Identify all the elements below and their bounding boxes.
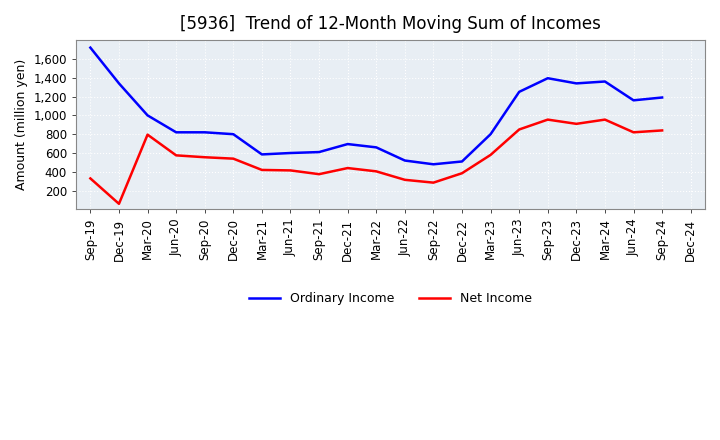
Line: Net Income: Net Income [91, 120, 662, 204]
Ordinary Income [486, 132, 495, 137]
Line: Ordinary Income: Ordinary Income [91, 48, 662, 164]
Net Income [114, 201, 123, 206]
Ordinary Income [600, 79, 609, 84]
Ordinary Income [286, 150, 294, 156]
Ordinary Income [658, 95, 667, 100]
Net Income [372, 169, 381, 174]
Net Income [458, 171, 467, 176]
Ordinary Income [343, 141, 352, 147]
Net Income [400, 177, 409, 183]
Title: [5936]  Trend of 12-Month Moving Sum of Incomes: [5936] Trend of 12-Month Moving Sum of I… [180, 15, 601, 33]
Net Income [200, 154, 209, 160]
Net Income [229, 156, 238, 161]
Net Income [515, 127, 523, 132]
Net Income [600, 117, 609, 122]
Legend: Ordinary Income, Net Income: Ordinary Income, Net Income [243, 287, 537, 310]
Y-axis label: Amount (million yen): Amount (million yen) [15, 59, 28, 191]
Ordinary Income [315, 150, 323, 155]
Net Income [258, 167, 266, 172]
Net Income [658, 128, 667, 133]
Net Income [544, 117, 552, 122]
Ordinary Income [86, 45, 95, 50]
Net Income [343, 165, 352, 171]
Net Income [629, 130, 638, 135]
Net Income [143, 132, 152, 137]
Ordinary Income [429, 161, 438, 167]
Net Income [286, 168, 294, 173]
Ordinary Income [372, 145, 381, 150]
Ordinary Income [458, 159, 467, 164]
Ordinary Income [572, 81, 580, 86]
Ordinary Income [629, 98, 638, 103]
Net Income [86, 176, 95, 181]
Net Income [486, 152, 495, 158]
Ordinary Income [200, 130, 209, 135]
Ordinary Income [400, 158, 409, 163]
Ordinary Income [258, 152, 266, 157]
Net Income [172, 153, 181, 158]
Ordinary Income [515, 89, 523, 95]
Ordinary Income [544, 76, 552, 81]
Ordinary Income [172, 130, 181, 135]
Ordinary Income [229, 132, 238, 137]
Net Income [572, 121, 580, 126]
Ordinary Income [143, 113, 152, 118]
Net Income [315, 172, 323, 177]
Net Income [429, 180, 438, 185]
Ordinary Income [114, 81, 123, 86]
